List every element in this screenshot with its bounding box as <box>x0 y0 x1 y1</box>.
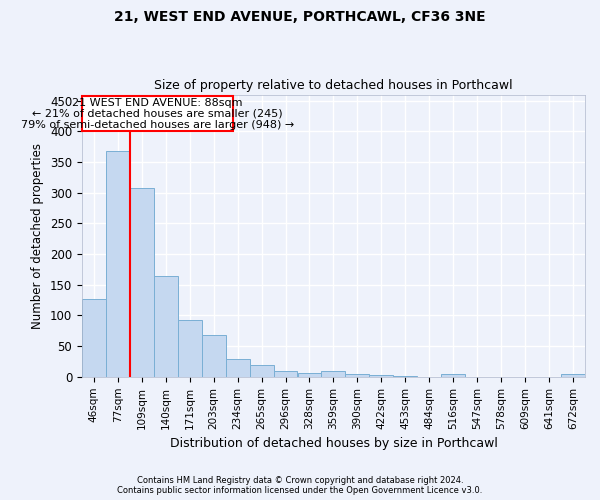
Bar <box>82 96 233 132</box>
Bar <box>202 335 226 377</box>
Bar <box>226 359 250 377</box>
Bar <box>346 374 370 377</box>
Text: 21, WEST END AVENUE, PORTHCAWL, CF36 3NE: 21, WEST END AVENUE, PORTHCAWL, CF36 3NE <box>114 10 486 24</box>
Text: 21 WEST END AVENUE: 88sqm: 21 WEST END AVENUE: 88sqm <box>72 98 242 108</box>
Bar <box>370 375 394 377</box>
Bar <box>274 372 298 377</box>
Text: Contains HM Land Registry data © Crown copyright and database right 2024.
Contai: Contains HM Land Registry data © Crown c… <box>118 476 482 495</box>
Bar <box>178 320 202 377</box>
Bar <box>441 374 465 377</box>
Bar <box>298 373 322 377</box>
Bar <box>82 299 106 377</box>
Bar <box>561 374 585 377</box>
Bar <box>394 376 417 377</box>
Y-axis label: Number of detached properties: Number of detached properties <box>31 142 44 328</box>
Bar <box>154 276 178 377</box>
Text: 79% of semi-detached houses are larger (948) →: 79% of semi-detached houses are larger (… <box>21 120 294 130</box>
Title: Size of property relative to detached houses in Porthcawl: Size of property relative to detached ho… <box>154 79 513 92</box>
Text: ← 21% of detached houses are smaller (245): ← 21% of detached houses are smaller (24… <box>32 108 283 118</box>
X-axis label: Distribution of detached houses by size in Porthcawl: Distribution of detached houses by size … <box>170 437 497 450</box>
Bar <box>250 364 274 377</box>
Bar <box>106 151 130 377</box>
Bar <box>322 372 346 377</box>
Bar <box>130 188 154 377</box>
